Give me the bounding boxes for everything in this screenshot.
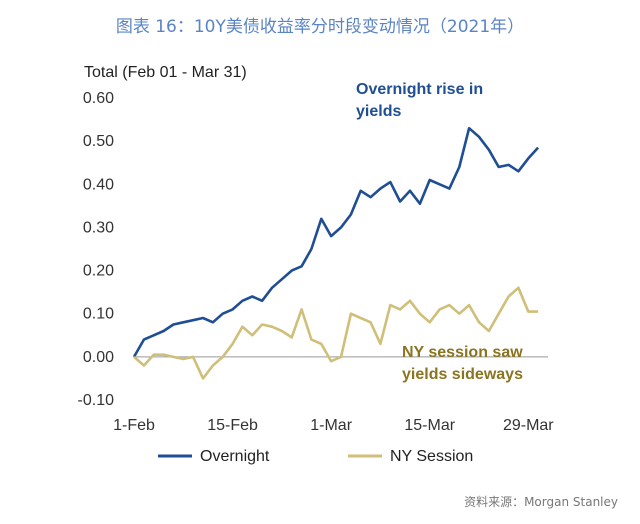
annotation-overnight: yields — [356, 103, 401, 120]
y-axis-label: Total (Feb 01 - Mar 31) — [84, 64, 247, 81]
y-tick-label: 0.50 — [83, 133, 114, 150]
annotation-ny: yields sideways — [402, 366, 523, 383]
x-tick-label: 1-Feb — [113, 417, 155, 434]
annotations: Overnight rise in yields NY session saw yie… — [356, 81, 523, 383]
legend-label: Overnight — [200, 448, 270, 465]
y-tick-label: 0.30 — [83, 219, 114, 236]
ny-session-line — [133, 286, 539, 380]
x-tick-label: 15-Mar — [404, 417, 455, 434]
figure-title: 图表 16：10Y美债收益率分时段变动情况（2021年） — [115, 17, 525, 37]
y-tick-label: 0.00 — [83, 349, 114, 366]
y-tick-label: 0.60 — [83, 90, 114, 107]
axes: 0.60 0.50 0.40 0.30 0.20 0.10 0.00 -0.10 1-Feb 15… — [78, 90, 555, 434]
x-tick-label: 29-Mar — [503, 417, 554, 434]
y-tick-label: -0.10 — [78, 392, 115, 409]
legend: Overnight NY Session — [158, 448, 473, 465]
series-lines — [132, 126, 540, 380]
source-note: 资料来源：Morgan Stanley — [464, 495, 618, 509]
y-tick-label: 0.20 — [83, 263, 114, 280]
annotation-ny: NY session saw — [402, 344, 523, 361]
x-tick-label: 1-Mar — [310, 417, 352, 434]
legend-label: NY Session — [390, 448, 473, 465]
y-tick-label: 0.10 — [83, 306, 114, 323]
annotation-overnight: Overnight rise in — [356, 81, 483, 98]
overnight-line — [132, 126, 540, 358]
y-tick-label: 0.40 — [83, 176, 114, 193]
x-tick-label: 15-Feb — [207, 417, 258, 434]
